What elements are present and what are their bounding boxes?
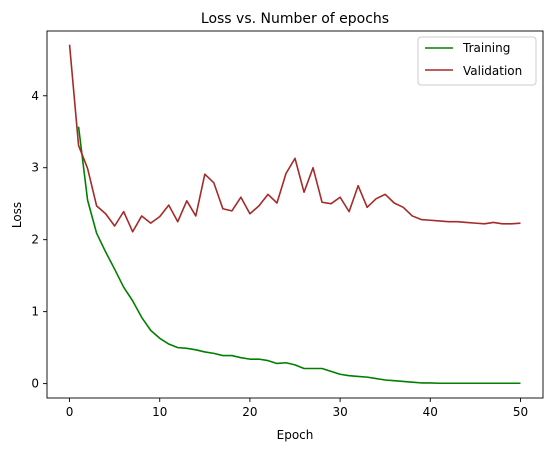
x-tick-label: 20 — [242, 405, 257, 419]
y-tick-label: 1 — [31, 305, 39, 319]
legend: Training Validation — [417, 36, 537, 86]
y-tick-label: 3 — [31, 161, 39, 175]
legend-box — [417, 36, 537, 86]
y-axis-label: Loss — [10, 202, 24, 228]
legend-label-training: Training — [462, 41, 510, 55]
y-tick-label: 2 — [31, 233, 39, 247]
series-line-validation — [68, 44, 521, 233]
x-tick-label: 40 — [423, 405, 438, 419]
series-line-training — [77, 126, 521, 385]
x-axis-label: Epoch — [277, 428, 314, 442]
chart-title: Loss vs. Number of epochs — [201, 11, 389, 27]
x-tick-label: 0 — [66, 405, 74, 419]
x-tick-label: 10 — [152, 405, 167, 419]
x-tick-label: 50 — [513, 405, 528, 419]
plot-frame — [46, 30, 544, 399]
legend-label-validation: Validation — [463, 64, 522, 78]
y-tick-label: 0 — [31, 377, 39, 391]
x-tick-label: 30 — [332, 405, 347, 419]
y-tick-label: 4 — [31, 89, 39, 103]
